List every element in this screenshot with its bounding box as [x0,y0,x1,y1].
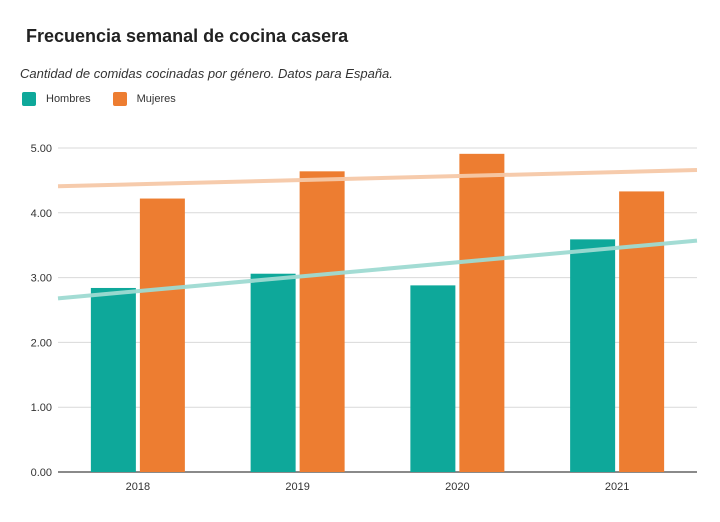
bar-hombres-2018 [90,287,136,472]
x-tick-label-2021: 2021 [605,481,629,493]
y-tick-label-2.00: 2.00 [31,337,52,349]
y-tick-label-1.00: 1.00 [31,402,52,414]
trendline-hombres [57,238,698,301]
legend-label-mujeres: Mujeres [136,93,176,105]
bar-mujeres-2020 [459,153,505,472]
y-tick-label-0.00: 0.00 [31,467,52,479]
x-tick-label-2018: 2018 [126,481,150,493]
x-tick-label-2020: 2020 [445,481,469,493]
x-tick-label-2019: 2019 [285,481,309,493]
bar-mujeres-2018 [139,198,185,472]
bar-hombres-2019 [250,273,296,472]
chart-title: Frecuencia semanal de cocina casera [26,26,349,46]
legend-swatch-hombres [22,92,36,106]
chart-subtitle: Cantidad de comidas cocinadas por género… [20,66,393,81]
y-tick-label-5.00: 5.00 [31,143,52,155]
legend-item-hombres[interactable]: Hombres [22,92,91,106]
trendline-mujeres [57,168,698,189]
bar-mujeres-2019 [299,171,345,472]
legend: Hombres Mujeres [22,92,198,106]
bar-hombres-2021 [570,239,616,472]
legend-item-mujeres[interactable]: Mujeres [112,92,176,106]
bar-mujeres-2021 [619,191,665,472]
y-tick-label-3.00: 3.00 [31,273,52,285]
legend-swatch-mujeres [112,92,127,106]
bar-hombres-2020 [410,285,456,472]
legend-label-hombres: Hombres [46,93,91,105]
y-tick-label-4.00: 4.00 [31,208,52,220]
